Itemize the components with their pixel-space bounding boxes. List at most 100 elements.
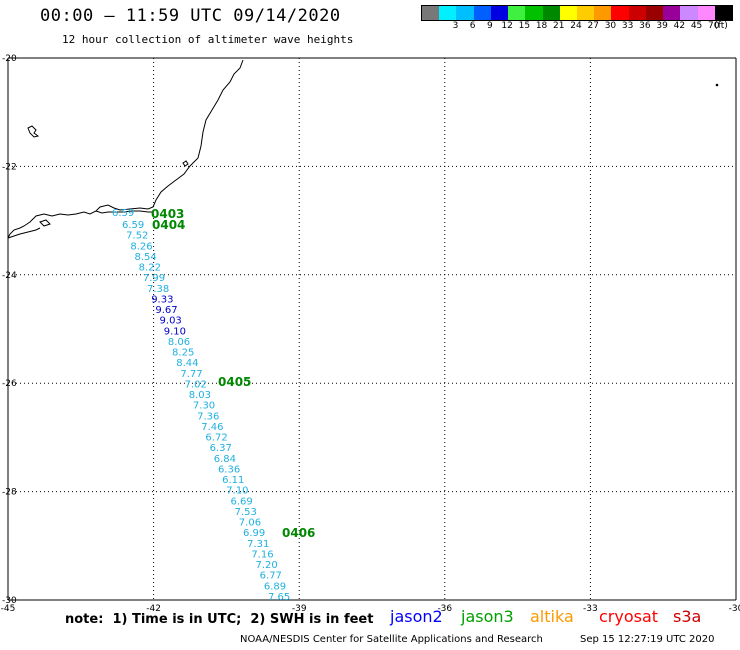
generated-timestamp: Sep 15 12:27:19 UTC 2020 <box>580 634 715 645</box>
wave-height-label: 7.38 <box>147 284 169 295</box>
wave-height-label: 6.69 <box>230 496 252 507</box>
brazil-coastline <box>7 59 244 239</box>
wave-height-label: 7.06 <box>239 518 261 529</box>
scale-label: 39 <box>656 21 668 31</box>
time-label: 0403 <box>151 207 184 221</box>
wave-height-label: 6.89 <box>264 581 286 592</box>
scale-swatch <box>611 6 629 20</box>
scale-swatch <box>542 6 560 20</box>
wave-height-label: 8.44 <box>176 358 198 369</box>
scale-swatch <box>490 6 509 20</box>
satellite-legend-jason2: jason2 <box>390 607 443 626</box>
wave-height-label: 8.03 <box>189 390 211 401</box>
wave-height-label: 8.26 <box>130 241 152 252</box>
wave-height-label: 6.36 <box>218 464 240 475</box>
wave-height-label: 9.33 <box>151 294 173 305</box>
satellite-legend-s3a: s3a <box>673 607 702 626</box>
scale-label: 70 <box>708 21 720 31</box>
island-dot <box>715 83 719 87</box>
scale-swatch <box>680 6 698 20</box>
scale-swatch <box>663 6 681 20</box>
wave-height-label: 7.02 <box>185 379 207 390</box>
wave-height-label: 8.25 <box>172 348 194 359</box>
map-title: 00:00 – 11:59 UTC 09/14/2020 <box>40 6 341 26</box>
lon-tick-label: -45 <box>1 604 16 614</box>
scale-label: 21 <box>553 21 565 31</box>
coastline <box>7 59 719 239</box>
scale-swatch <box>576 6 595 20</box>
wave-height-label: 6.84 <box>214 454 236 465</box>
wave-height-label: 6.99 <box>243 528 265 539</box>
lon-tick-label: -36 <box>437 604 452 614</box>
lat-tick-label: -30 <box>2 596 17 606</box>
scale-label: 12 <box>501 21 513 31</box>
wave-height-label: 6.37 <box>210 443 232 454</box>
wave-height-label: 7.20 <box>255 560 277 571</box>
satellite-legend-altika: altika <box>530 607 574 626</box>
wave-height-label: 8.22 <box>139 263 161 274</box>
wave-height-label: 7.65 <box>268 592 290 603</box>
satellite-track: 6.597.528.268.548.227.997.389.339.679.03… <box>112 208 290 603</box>
wave-height-label: 7.53 <box>235 507 257 518</box>
coastal-island <box>39 219 51 227</box>
lon-tick-label: -30 <box>729 604 740 614</box>
wave-height-label: 9.10 <box>164 326 186 337</box>
wave-height-label: 6.77 <box>260 571 282 582</box>
lat-tick-label: -24 <box>2 271 17 281</box>
time-label: 0405 <box>218 375 251 389</box>
scale-swatch <box>714 6 732 20</box>
scale-label: 33 <box>621 21 634 31</box>
time-label: 0406 <box>282 526 315 540</box>
time-label: 0404 <box>152 218 185 232</box>
scale-swatch <box>508 6 526 20</box>
lon-tick-label: -33 <box>583 604 598 614</box>
wave-height-label: 7.46 <box>201 422 223 433</box>
satellite-legend-jason3: jason3 <box>461 607 514 626</box>
scale-label: 27 <box>587 21 599 31</box>
wave-height-label: 6.72 <box>205 433 227 444</box>
wave-height-label: 7.52 <box>126 231 148 242</box>
coastal-island <box>27 125 40 138</box>
axis-labels: -45 -42 -39 -36 -33 -30 -20 -22 -24 -26 -28 -30 <box>1 54 740 614</box>
map-subtitle: 12 hour collection of altimeter wave hei… <box>62 33 354 46</box>
lat-tick-label: -26 <box>2 379 17 389</box>
scale-label: 42 <box>673 21 686 31</box>
scale-swatch <box>594 6 612 20</box>
wave-height-label: 9.67 <box>155 305 177 316</box>
scale-label: 3 <box>452 21 459 31</box>
scale-swatch <box>422 6 440 20</box>
lat-tick-label: -28 <box>2 488 17 498</box>
lon-tick-label: -42 <box>146 604 161 614</box>
scale-label: 18 <box>535 21 548 31</box>
wave-height-scale-labels: 3 6 9 12 15 18 21 24 27 30 33 36 39 42 45 70 (ft) <box>421 21 731 35</box>
scale-unit: (ft) <box>714 21 728 31</box>
wave-height-label: 7.36 <box>197 411 219 422</box>
lat-tick-label: -22 <box>2 162 17 172</box>
scale-label: 45 <box>690 21 703 31</box>
wave-height-label: 7.31 <box>247 539 269 550</box>
scale-label: 6 <box>469 21 476 31</box>
map-grid <box>7 57 737 601</box>
wave-height-label: 7.30 <box>193 401 215 412</box>
wave-height-label: 7.99 <box>143 273 165 284</box>
source-credit: NOAA/NESDIS Center for Satellite Applica… <box>240 634 543 645</box>
scale-label: 30 <box>604 21 617 31</box>
wave-height-label: 8.54 <box>135 252 157 263</box>
scale-swatch <box>645 6 664 20</box>
coastal-island <box>182 160 189 167</box>
wave-height-label: 7.16 <box>251 549 273 560</box>
wave-height-label: 6.59 <box>122 220 144 231</box>
wave-height-label: 6.11 <box>222 475 244 486</box>
scale-swatch <box>439 6 457 20</box>
scale-label: 36 <box>639 21 651 31</box>
scale-swatch <box>525 6 543 20</box>
scale-label: 9 <box>487 21 493 31</box>
lon-tick-label: -39 <box>292 604 307 614</box>
scale-label: 24 <box>570 21 582 31</box>
wave-height-label: 7.10 <box>226 486 248 497</box>
scale-label: 15 <box>518 21 531 31</box>
satellite-legend-cryosat: cryosat <box>599 607 659 626</box>
scale-swatch <box>697 6 715 20</box>
